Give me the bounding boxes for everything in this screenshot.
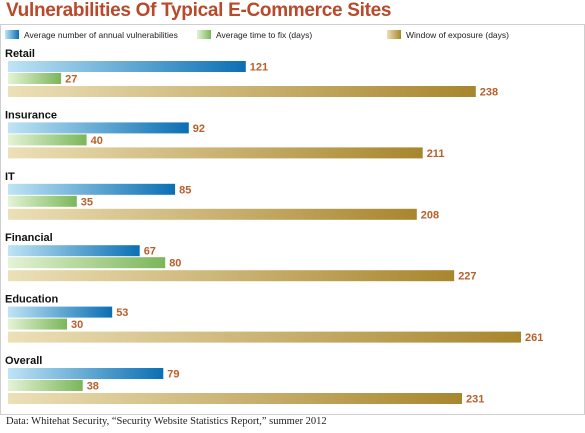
source-note: Data: Whitehat Security, “Security Websi… [6,416,327,427]
category-label: IT [5,171,15,183]
bar-chart: Average number of annual vulnerabilities… [5,30,543,406]
category-label: Retail [5,48,35,60]
data-label: 67 [144,246,156,258]
chart-title: Vulnerabilities Of Typical E-Commerce Si… [6,0,392,21]
plot-area: Retail 121 27 238 Insurance 92 40 211 IT 85 35 208 F… [5,48,543,406]
bar [8,393,462,404]
bar [8,73,62,84]
data-label: 53 [116,307,128,319]
legend: Average number of annual vulnerabilities… [5,30,509,40]
data-label: 80 [169,258,181,270]
bar [8,61,246,72]
data-label: 40 [91,135,103,147]
category-label: Overall [5,355,42,367]
data-label: 79 [167,369,179,381]
data-label: 38 [87,381,99,393]
bar [8,86,476,97]
bar [8,257,166,269]
bar [8,270,455,282]
bar [8,147,423,159]
data-label: 85 [179,184,191,196]
bar [8,380,83,391]
data-label: 227 [458,271,476,283]
data-label: 231 [466,394,484,406]
bar [8,122,189,134]
bar [8,245,140,257]
legend-swatch [197,30,211,39]
data-label: 208 [421,209,439,221]
category-label: Education [5,294,58,306]
data-label: 211 [427,148,445,160]
data-label: 30 [71,319,83,331]
bar [8,183,176,195]
bar [8,208,417,220]
legend-label: Window of exposure (days) [406,30,509,40]
bar [8,318,67,330]
bar [8,306,113,318]
data-label: 35 [81,196,93,208]
bar [8,331,521,343]
data-label: 27 [65,74,77,86]
data-label: 238 [480,87,498,99]
legend-label: Average number of annual vulnerabilities [24,30,178,40]
bar [8,134,87,146]
chart-frame: Average number of annual vulnerabilities… [0,24,585,415]
legend-label: Average time to fix (days) [216,30,312,40]
bar [8,368,164,379]
legend-swatch [5,30,19,39]
data-label: 261 [525,332,543,344]
data-label: 92 [193,123,205,135]
category-label: Insurance [5,109,57,121]
legend-swatch [387,30,401,39]
category-label: Financial [5,232,53,244]
bar [8,195,77,207]
data-label: 121 [250,62,268,74]
